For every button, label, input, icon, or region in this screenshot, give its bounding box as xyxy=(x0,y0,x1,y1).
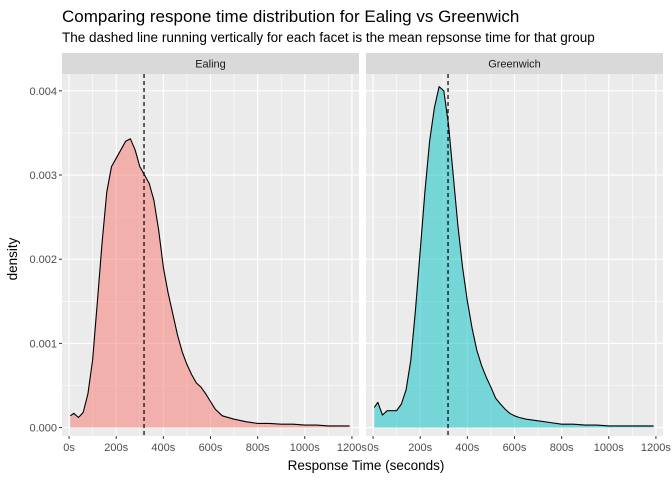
facet-label: Ealing xyxy=(195,59,226,71)
facet-label: Greenwich xyxy=(488,59,541,71)
x-tick-label: 0s xyxy=(367,442,379,454)
x-tick-label: 600s xyxy=(503,442,527,454)
x-tick-label: 600s xyxy=(199,442,223,454)
x-tick-label: 200s xyxy=(408,442,432,454)
facet-strip xyxy=(366,53,663,74)
x-tick-label: 0s xyxy=(63,442,75,454)
y-tick-label: 0.004 xyxy=(29,86,57,98)
x-axis-title: Response Time (seconds) xyxy=(288,458,445,473)
y-axis: 0.000 0.001 0.002 0.003 0.004 xyxy=(29,86,62,435)
x-tick-label: 400s xyxy=(151,442,175,454)
chart-subtitle: The dashed line running vertically for e… xyxy=(62,30,595,45)
x-tick-label: 800s xyxy=(246,442,270,454)
chart-title: Comparing respone time distribution for … xyxy=(62,7,519,26)
density-line xyxy=(69,138,350,427)
y-tick-label: 0.002 xyxy=(29,254,57,266)
x-tick-label: 800s xyxy=(550,442,574,454)
density-line xyxy=(373,86,654,427)
x-tick-label: 1200s xyxy=(337,442,367,454)
y-axis-title: density xyxy=(5,237,20,280)
y-tick-label: 0.003 xyxy=(29,170,57,182)
facet-greenwich: Greenwich 0s 200s 400s 600s 800s 1000s 1200s xyxy=(366,53,671,454)
x-tick-label: 200s xyxy=(104,442,128,454)
density-area xyxy=(70,138,350,428)
x-tick-label: 1000s xyxy=(594,442,624,454)
density-area xyxy=(374,86,654,428)
x-tick-label: 1000s xyxy=(290,442,320,454)
y-tick-label: 0.001 xyxy=(29,338,57,350)
facet-ealing: Ealing 0s 200s 400s 600s 800s 1000s 1200s xyxy=(62,53,367,454)
x-tick-label: 1200s xyxy=(641,442,671,454)
x-tick-label: 400s xyxy=(455,442,479,454)
y-tick-label: 0.000 xyxy=(29,423,57,435)
facet-strip xyxy=(62,53,359,74)
